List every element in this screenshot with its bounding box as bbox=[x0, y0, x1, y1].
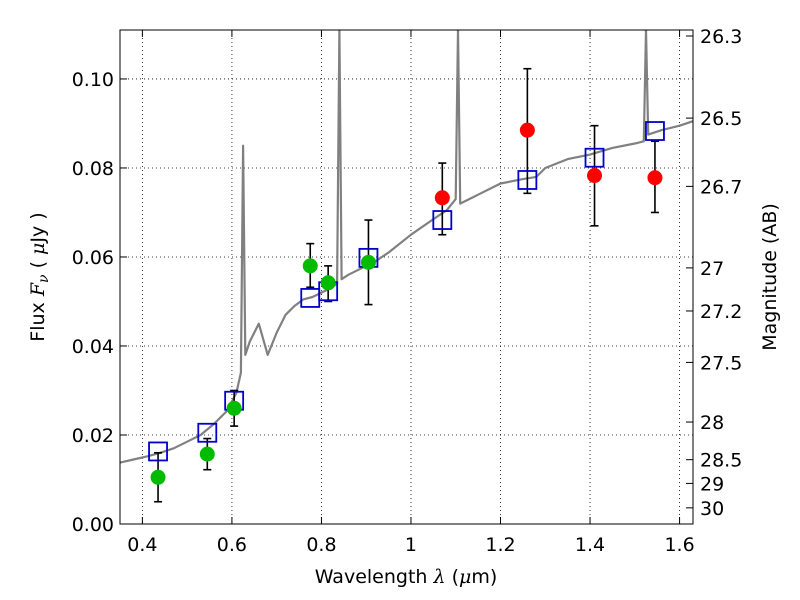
x-tick-label: 1.6 bbox=[664, 534, 694, 556]
observed-point bbox=[320, 275, 336, 291]
mag-tick-label: 27.5 bbox=[700, 352, 742, 374]
model-point bbox=[197, 422, 218, 443]
y-tick-label: 0.10 bbox=[72, 69, 114, 91]
observed-point bbox=[302, 258, 318, 274]
x-tick-label: 0.4 bbox=[127, 534, 157, 556]
model-point bbox=[645, 121, 665, 141]
y-tick-label: 0.02 bbox=[72, 425, 114, 447]
error-bars bbox=[148, 67, 665, 503]
y-axis-label-left: Flux Fν ( μJy ) bbox=[27, 212, 52, 341]
observed-point bbox=[434, 190, 450, 206]
model-point bbox=[148, 441, 168, 462]
mag-tick-label: 26.7 bbox=[700, 176, 742, 198]
x-tick-label: 1.4 bbox=[575, 534, 605, 556]
y-tick-label: 0.04 bbox=[72, 336, 114, 358]
mag-tick-label: 28.5 bbox=[700, 450, 742, 472]
mag-tick-label: 27 bbox=[700, 258, 724, 280]
mag-tick-label: 29 bbox=[700, 473, 724, 495]
observed-point bbox=[226, 400, 242, 416]
observed-point bbox=[519, 122, 535, 138]
observed-point bbox=[150, 469, 166, 485]
y-axis-label-right: Magnitude (AB) bbox=[759, 203, 781, 351]
mag-tick-label: 27.2 bbox=[700, 301, 742, 323]
y-tick-label: 0.06 bbox=[72, 247, 114, 269]
x-tick-label: 1 bbox=[405, 534, 417, 556]
x-axis-label: Wavelength λ (μm) bbox=[315, 566, 498, 588]
mag-tick-label: 26.3 bbox=[700, 26, 742, 48]
model-point bbox=[584, 147, 605, 168]
axes: 0.4 0.6 0.8 1 1.2 1.4 1.6 0.00 0.02 0.04 0.06 0.08 0… bbox=[72, 26, 743, 556]
y-tick-label: 0.08 bbox=[72, 158, 114, 180]
observed-point bbox=[199, 446, 215, 462]
mag-tick-label: 30 bbox=[700, 498, 724, 520]
observed-point bbox=[587, 168, 603, 184]
sed-line bbox=[120, 30, 693, 464]
plot-area bbox=[120, 30, 693, 464]
observed-point bbox=[647, 170, 663, 186]
model-point bbox=[517, 170, 538, 190]
y-tick-label: 0.00 bbox=[72, 514, 114, 536]
mag-tick-label: 28 bbox=[700, 412, 724, 434]
x-tick-label: 0.6 bbox=[217, 534, 247, 556]
plot-frame bbox=[119, 29, 694, 525]
mag-tick-label: 26.5 bbox=[700, 108, 742, 130]
x-tick-label: 0.8 bbox=[306, 534, 336, 556]
x-tick-label: 1.2 bbox=[485, 534, 515, 556]
model-point bbox=[432, 210, 453, 230]
observed-point bbox=[360, 254, 376, 270]
